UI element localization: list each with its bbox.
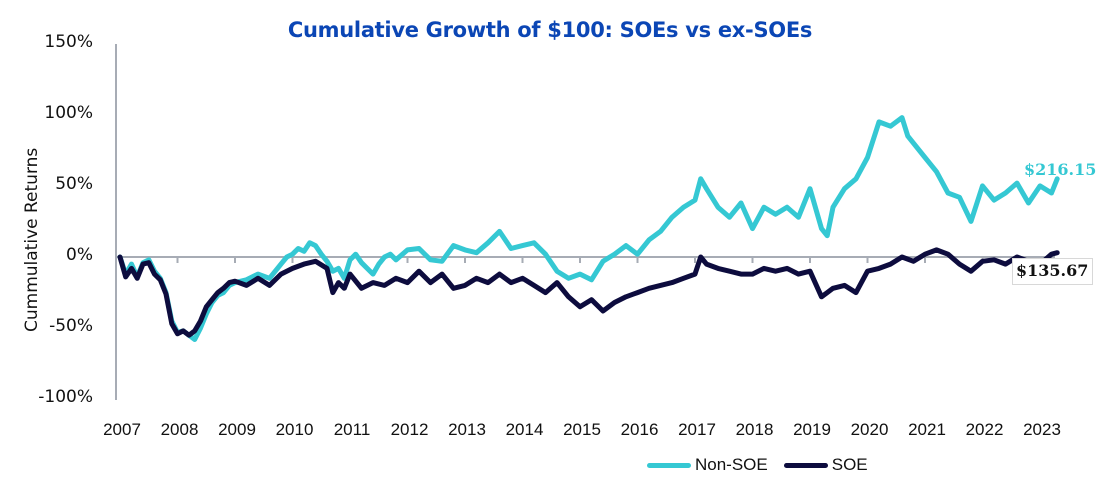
legend-label-non-soe: Non-SOE (695, 455, 768, 474)
x-tick-label: 2011 (333, 420, 371, 439)
y-tick-label: 100% (44, 102, 93, 123)
soe-line (117, 247, 1060, 338)
legend-label-soe: SOE (831, 455, 868, 474)
x-tick-label: 2009 (218, 420, 256, 439)
x-tick-label: 2021 (908, 420, 946, 439)
x-tick-label: 2018 (735, 420, 774, 439)
legend: Non-SOE SOE (647, 455, 868, 475)
x-tick-label: 2013 (448, 420, 486, 439)
x-tick-label: 2017 (678, 420, 716, 439)
chart-title: Cumulative Growth of $100: SOEs vs ex-SO… (287, 18, 813, 42)
y-tick-label: 0% (66, 245, 93, 265)
non-soe-line (117, 115, 1060, 342)
soe-end-label: $135.67 (1012, 258, 1094, 285)
y-tick-label: -100% (38, 387, 93, 408)
x-tick-label: 2015 (563, 420, 601, 439)
soe-swatch-icon (783, 462, 828, 468)
y-tick-label: -50% (49, 316, 93, 337)
non-soe-swatch-icon (647, 462, 691, 468)
x-tick-label: 2022 (965, 420, 1004, 439)
x-tick-label: 2014 (505, 420, 544, 439)
y-tick-label: 150% (44, 31, 93, 52)
x-tick-label: 2010 (275, 420, 314, 439)
x-tick-label: 2023 (1023, 420, 1061, 439)
x-tick-label: 2016 (620, 420, 659, 439)
legend-item-non-soe[interactable]: Non-SOE (647, 455, 768, 475)
non-soe-end-label: $216.15 (1024, 160, 1097, 179)
x-tick-label: 2019 (793, 420, 831, 439)
x-tick-label: 2007 (103, 420, 141, 439)
y-tick-label: 50% (55, 173, 93, 194)
x-tick-label: 2020 (850, 420, 889, 439)
x-tick-label: 2012 (390, 420, 429, 439)
legend-item-soe[interactable]: SOE (783, 455, 868, 475)
x-tick-label: 2008 (160, 420, 199, 439)
